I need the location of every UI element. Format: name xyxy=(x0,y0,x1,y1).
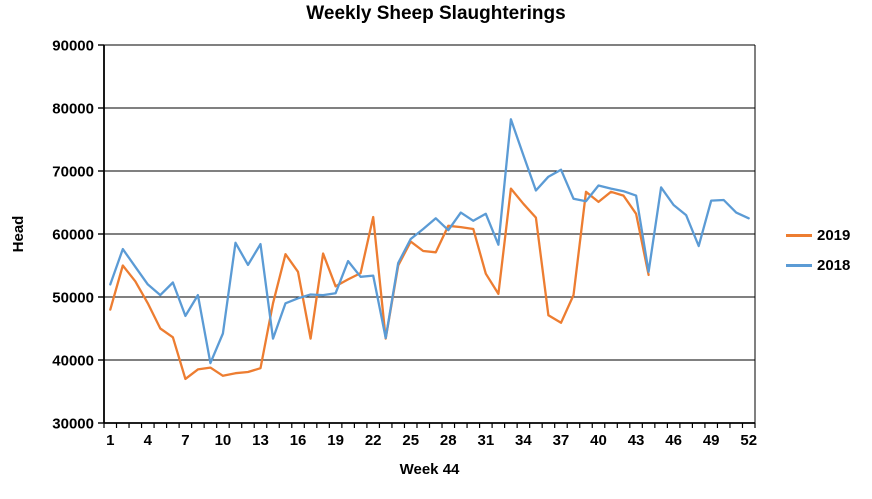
legend-line-swatch xyxy=(786,233,812,237)
x-tick-label: 25 xyxy=(402,432,419,449)
chart-title: Weekly Sheep Slaughterings xyxy=(306,3,566,24)
legend-label: 2018 xyxy=(817,256,851,274)
x-tick-label: 7 xyxy=(181,432,189,449)
series-line-2019 xyxy=(109,187,650,381)
y-tick-label: 70000 xyxy=(52,164,94,181)
x-tick-label: 40 xyxy=(590,432,607,449)
legend: 2019 2018 xyxy=(786,220,850,280)
y-tick-label: 30000 xyxy=(52,416,94,433)
x-tick-label: 52 xyxy=(740,432,757,449)
x-tick-label: 46 xyxy=(665,432,682,449)
x-tick-label: 4 xyxy=(144,432,153,449)
y-tick-label: 90000 xyxy=(52,38,94,55)
x-tick-label: 16 xyxy=(290,432,307,449)
y-tick-label: 50000 xyxy=(52,290,94,307)
x-tick-label: 37 xyxy=(553,432,570,449)
x-tick-label: 34 xyxy=(515,432,532,449)
legend-item-2019: 2019 xyxy=(786,220,850,250)
x-tick-label: 13 xyxy=(252,432,269,449)
legend-item-2018: 2018 xyxy=(786,250,850,280)
x-tick-label: 31 xyxy=(477,432,494,449)
x-tick-label: 1 xyxy=(106,432,114,449)
x-tick-label: 10 xyxy=(215,432,232,449)
x-tick-label: 49 xyxy=(703,432,720,449)
x-tick-label: 22 xyxy=(365,432,382,449)
y-tick-label: 80000 xyxy=(52,101,94,118)
y-tick-label: 60000 xyxy=(52,227,94,244)
legend-label: 2019 xyxy=(817,226,851,244)
series-line-2018 xyxy=(109,118,750,365)
x-tick-label: 43 xyxy=(628,432,645,449)
x-tick-label: 19 xyxy=(327,432,344,449)
legend-line-swatch xyxy=(786,263,812,267)
x-tick-label: 28 xyxy=(440,432,457,449)
x-axis-title: Week 44 xyxy=(399,461,460,478)
y-tick-label: 40000 xyxy=(52,353,94,370)
